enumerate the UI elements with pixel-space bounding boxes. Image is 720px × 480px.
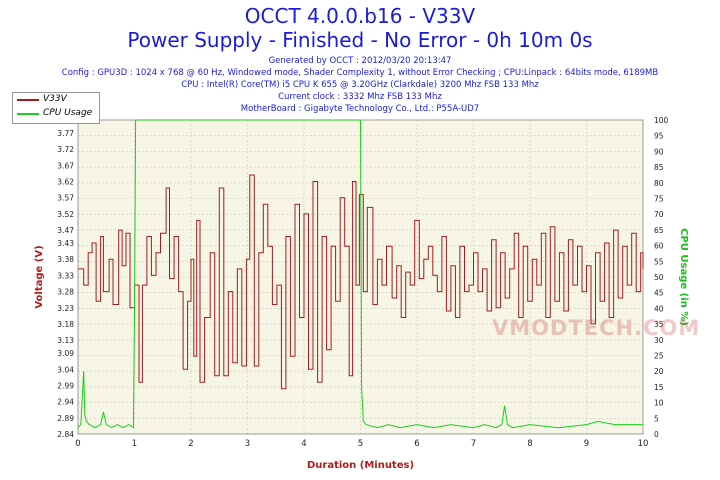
y-tick-label: 3.77 [57, 129, 74, 138]
x-tick-label: 7 [471, 439, 476, 449]
x-tick-label: 9 [584, 439, 589, 449]
y2-tick-label: 40 [654, 304, 664, 313]
legend-label-cpu: CPU Usage [43, 108, 93, 118]
y2-tick-label: 60 [654, 242, 664, 251]
y2-tick-label: 20 [654, 367, 664, 376]
y-tick-label: 3.23 [57, 304, 74, 313]
chart-title: OCCT 4.0.0.b16 - V33V [244, 4, 476, 28]
y2-tick-label: 70 [654, 210, 664, 219]
y-tick-label: 3.57 [57, 194, 74, 203]
y-axis-label: Voltage (V) [34, 245, 45, 308]
y2-tick-label: 45 [654, 289, 664, 298]
info-config: Config : GPU3D : 1024 x 768 @ 60 Hz, Win… [61, 68, 659, 78]
y2-axis-label: CPU Usage (in %) [678, 228, 689, 326]
x-tick-label: 5 [358, 439, 363, 449]
series-line-voltage [78, 174, 644, 390]
chart-subtitle: Power Supply - Finished - No Error - 0h … [127, 28, 593, 52]
x-tick-label: 3 [245, 439, 250, 449]
series-line-cpu [77, 119, 643, 429]
y-tick-label: 3.43 [57, 239, 74, 248]
y-tick-label: 3.28 [57, 288, 74, 297]
y-tick-label: 3.67 [57, 161, 74, 170]
x-tick-label: 6 [414, 439, 419, 449]
x-tick-label: 4 [301, 439, 306, 449]
y-tick-label: 2.84 [57, 430, 74, 439]
x-tick-label: 8 [527, 439, 532, 449]
legend-item-cpu: CPU Usage [13, 107, 99, 121]
y2-tick-label: 50 [654, 273, 664, 282]
legend-label-voltage: V33V [43, 94, 67, 104]
y2-tick-label: 85 [654, 163, 664, 172]
y-tick-label: 3.13 [57, 336, 74, 345]
x-tick-label: 1 [132, 439, 137, 449]
legend-swatch-voltage [17, 99, 39, 101]
y-tick-label: 3.09 [57, 349, 74, 358]
y2-tick-label: 55 [654, 257, 664, 266]
y-tick-label: 2.99 [57, 381, 74, 390]
x-tick-label: 0 [75, 439, 80, 449]
y2-tick-label: 100 [654, 116, 669, 125]
info-motherboard: MotherBoard : Gigabyte Technology Co., L… [240, 104, 480, 114]
y2-tick-label: 0 [654, 430, 659, 439]
info-generated: Generated by OCCT : 2012/03/20 20:13:47 [268, 56, 452, 66]
y2-tick-label: 80 [654, 179, 664, 188]
y2-tick-label: 90 [654, 147, 664, 156]
y-tick-label: 3.72 [57, 145, 74, 154]
y-tick-label: 3.62 [57, 178, 74, 187]
legend: V33V CPU Usage [12, 92, 100, 124]
y-tick-label: 3.33 [57, 271, 74, 280]
y-tick-label: 3.47 [57, 226, 74, 235]
legend-item-voltage: V33V [13, 93, 99, 107]
y2-tick-label: 95 [654, 132, 664, 141]
y2-tick-label: 65 [654, 226, 664, 235]
legend-swatch-cpu [17, 113, 39, 115]
y2-tick-label: 25 [654, 352, 664, 361]
x-axis-label: Duration (Minutes) [307, 460, 414, 471]
y2-tick-label: 30 [654, 336, 664, 345]
y-tick-label: 2.89 [57, 414, 74, 423]
y2-tick-label: 5 [654, 414, 659, 423]
y2-tick-label: 10 [654, 399, 664, 408]
y-tick-label: 3.38 [57, 255, 74, 264]
watermark-logo: VMODTECH.COM [492, 316, 701, 340]
x-tick-label: 2 [188, 439, 193, 449]
y2-tick-label: 75 [654, 195, 664, 204]
y-tick-label: 2.94 [57, 398, 74, 407]
info-clock: Current clock : 3332 Mhz FSB 133 Mhz [278, 92, 442, 102]
y-tick-label: 3.52 [57, 210, 74, 219]
y-tick-label: 3.18 [57, 320, 74, 329]
x-tick-label: 10 [638, 439, 649, 449]
y-tick-label: 3.04 [57, 365, 74, 374]
y2-tick-label: 15 [654, 383, 664, 392]
y2-tick-label: 35 [654, 320, 664, 329]
info-cpu: CPU : Intel(R) Core(TM) i5 CPU K 655 @ 3… [181, 80, 539, 90]
